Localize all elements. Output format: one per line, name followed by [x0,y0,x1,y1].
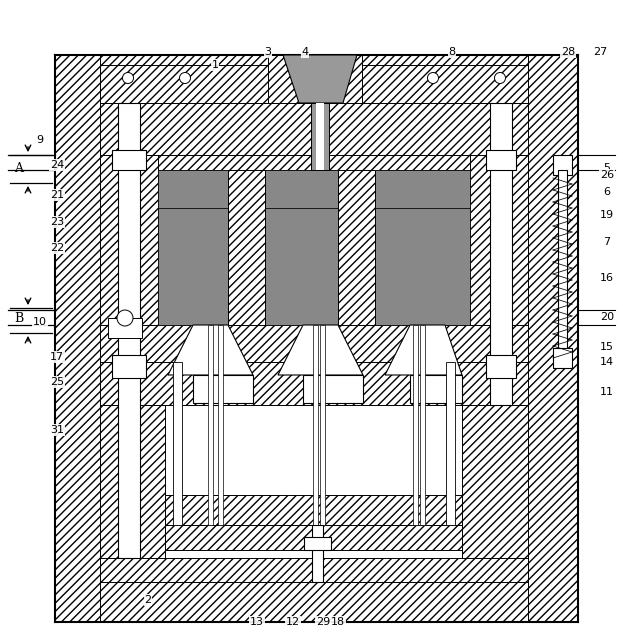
Text: 20: 20 [600,312,614,322]
Text: 28: 28 [561,47,575,57]
Bar [112,150,146,170]
Text: 23: 23 [50,217,64,227]
Circle shape [179,72,191,83]
Bar [158,170,470,325]
Bar [100,362,528,405]
Bar [55,582,578,622]
Bar [320,325,325,525]
Bar [108,318,142,338]
Bar [158,155,470,170]
Bar [193,375,253,403]
Bar [55,55,100,622]
Bar [553,348,572,368]
Bar [553,155,572,175]
Text: 21: 21 [50,190,64,200]
Text: 13: 13 [250,617,264,627]
Bar [462,405,528,558]
Bar [100,405,165,558]
Text: 26: 26 [600,170,614,180]
Text: 22: 22 [50,243,64,253]
Polygon shape [385,325,462,375]
Polygon shape [278,325,363,375]
Text: 3: 3 [265,47,272,57]
Text: 7: 7 [604,237,611,247]
Bar [490,103,512,405]
Bar [165,495,462,525]
Text: 29: 29 [316,617,330,627]
Text: A: A [14,162,24,174]
Text: 14: 14 [600,357,614,367]
Text: B: B [14,312,24,324]
Text: 2: 2 [145,595,151,605]
Circle shape [427,72,439,83]
Bar [208,325,213,525]
Bar [486,355,516,378]
Text: 24: 24 [50,160,64,170]
Text: 6: 6 [604,187,611,197]
Bar [470,155,528,360]
Polygon shape [168,325,253,375]
Text: 8: 8 [449,47,455,57]
Bar [268,55,362,103]
Bar [316,103,324,170]
Text: 27: 27 [593,47,607,57]
Bar [100,558,528,582]
Bar [558,170,567,355]
Bar [312,525,323,582]
Bar [413,325,418,525]
Text: 17: 17 [50,352,64,362]
Circle shape [123,72,133,83]
Bar [410,375,462,403]
Bar [165,525,462,550]
Bar [100,103,528,155]
Bar [218,325,223,525]
Bar [303,375,363,403]
Bar [313,325,318,525]
Bar [228,170,265,325]
Bar [420,325,425,525]
Text: 25: 25 [50,377,64,387]
Bar [100,155,158,360]
Text: 11: 11 [600,387,614,397]
Bar [304,537,331,550]
Bar [338,170,375,325]
Bar [55,55,578,100]
Text: 9: 9 [36,135,44,145]
Bar [375,208,470,325]
Circle shape [117,310,133,326]
Text: 19: 19 [600,210,614,220]
Text: 1: 1 [211,60,219,70]
Polygon shape [283,55,357,103]
Text: 12: 12 [286,617,300,627]
Text: 4: 4 [302,47,308,57]
Bar [486,150,516,170]
Bar [158,208,228,325]
Circle shape [495,72,505,83]
Bar [446,362,455,525]
Text: 5: 5 [604,163,611,173]
Bar [112,355,146,378]
Bar [173,362,182,525]
Bar [100,325,528,362]
Text: 16: 16 [600,273,614,283]
Bar [265,208,338,325]
Bar [118,103,140,558]
Text: 31: 31 [50,425,64,435]
Text: 18: 18 [331,617,345,627]
Bar [311,103,329,170]
Bar [100,65,528,103]
Bar [158,170,470,208]
Bar [528,55,578,622]
Text: 10: 10 [33,317,47,327]
Text: 15: 15 [600,342,614,352]
